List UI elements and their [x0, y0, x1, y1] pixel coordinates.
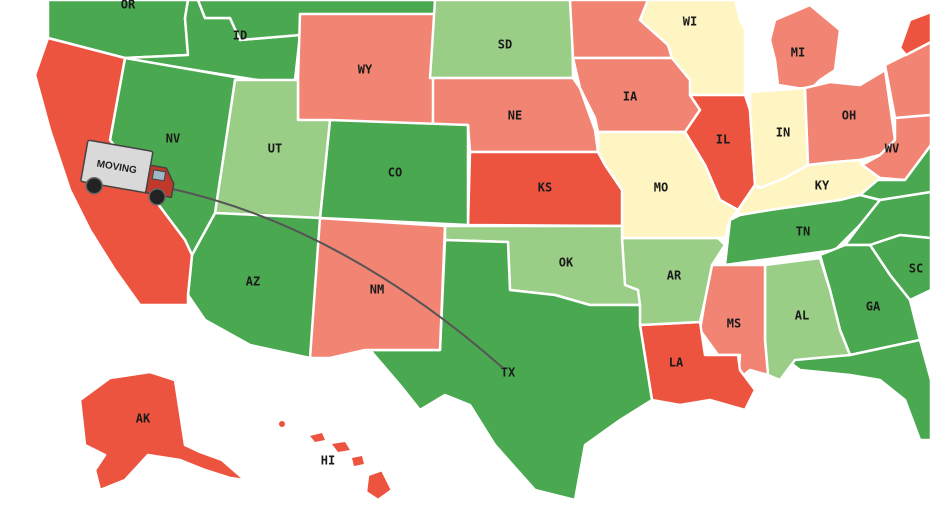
- state-label-co: CO: [388, 166, 402, 180]
- state-tx[interactable]: [368, 238, 654, 502]
- state-label-wv: WV: [885, 142, 899, 156]
- state-label-id: ID: [233, 29, 247, 43]
- state-label-oh: OH: [842, 109, 856, 123]
- state-label-hi: HI: [321, 454, 335, 468]
- truck-wheel-front: [148, 188, 166, 206]
- state-label-tn: TN: [796, 225, 810, 239]
- state-label-az: AZ: [246, 275, 260, 289]
- state-label-al: AL: [795, 309, 809, 323]
- state-label-ar: AR: [667, 269, 682, 283]
- state-label-wi: WI: [683, 15, 697, 29]
- state-label-mi: MI: [791, 46, 805, 60]
- state-label-nm: NM: [370, 283, 384, 297]
- state-label-il: IL: [716, 133, 730, 147]
- state-label-tx: TX: [501, 366, 516, 380]
- state-tn[interactable]: [723, 193, 882, 267]
- hawaii-island: [352, 456, 364, 466]
- state-label-in: IN: [776, 126, 790, 140]
- moving-truck-icon: MOVING: [80, 139, 175, 206]
- state-label-ky: KY: [815, 179, 830, 193]
- state-label-ia: IA: [623, 90, 638, 104]
- truck-window: [151, 169, 167, 182]
- state-ny[interactable]: [898, 10, 931, 57]
- moving-route-line: [167, 187, 504, 369]
- hawaii-island: [310, 433, 325, 442]
- state-ak[interactable]: [78, 370, 247, 492]
- state-label-ak: AK: [136, 412, 151, 426]
- state-label-wy: WY: [358, 63, 373, 77]
- state-label-ks: KS: [538, 181, 552, 195]
- state-label-ut: UT: [268, 142, 282, 156]
- state-fl[interactable]: [778, 338, 931, 442]
- states-layer: [33, 0, 931, 502]
- state-la[interactable]: [638, 320, 757, 412]
- state-label-mo: MO: [654, 181, 668, 195]
- truck-wheel-rear: [85, 177, 103, 195]
- hawaii-island: [332, 442, 350, 452]
- state-label-or: OR: [121, 0, 136, 12]
- state-label-sc: SC: [909, 262, 923, 276]
- hawaii-islands: [279, 421, 364, 466]
- state-label-nv: NV: [166, 132, 180, 146]
- state-label-la: LA: [669, 356, 684, 370]
- state-label-ms: MS: [727, 317, 741, 331]
- state-label-ga: GA: [866, 300, 881, 314]
- hawaii-island: [279, 421, 285, 427]
- state-label-sd: SD: [498, 38, 512, 52]
- state-hi[interactable]: [364, 468, 394, 502]
- state-label-ne: NE: [508, 109, 522, 123]
- state-label-ok: OK: [559, 256, 574, 270]
- labels-layer: OR ID WY SD NE IA WI MI IL IN OH WV KY T…: [121, 0, 923, 468]
